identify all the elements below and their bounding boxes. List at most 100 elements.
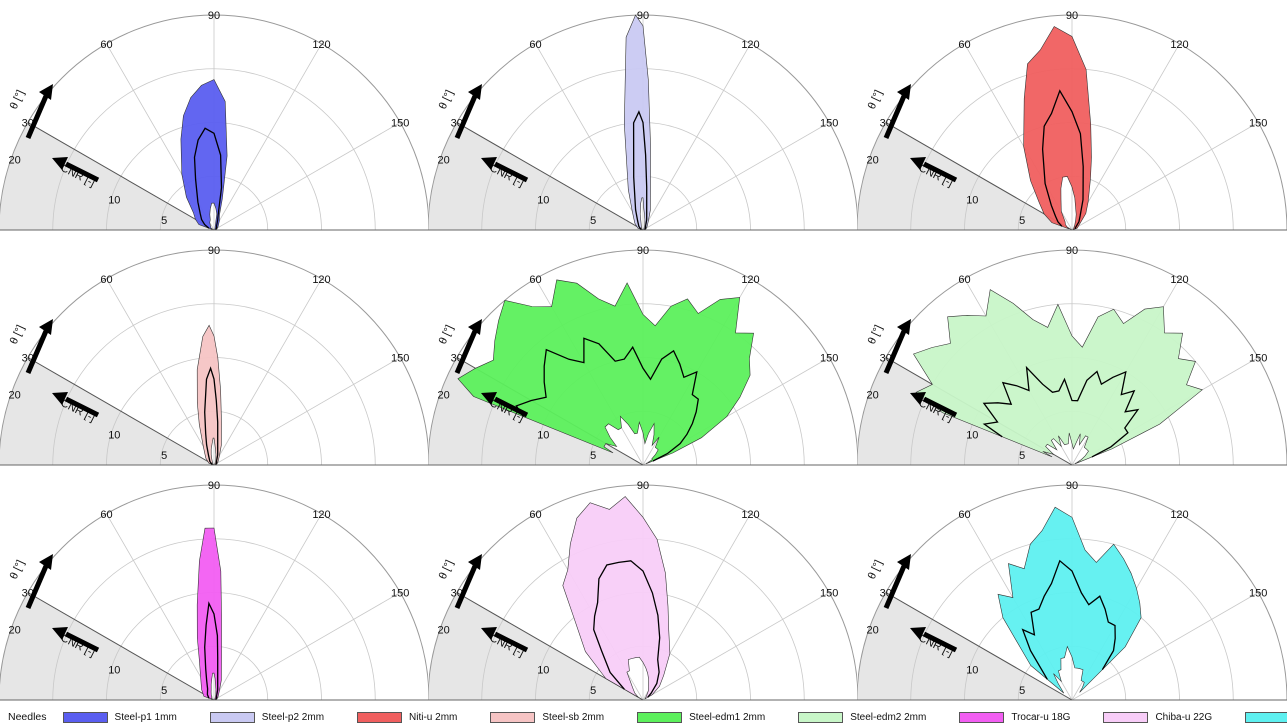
series-median xyxy=(204,601,219,700)
series-band xyxy=(196,324,222,466)
theta-tick-label: 60 xyxy=(958,39,970,51)
axis-30-line xyxy=(27,592,215,701)
theta-axis-label: θ [°] xyxy=(8,88,27,111)
axis-30-line xyxy=(27,357,215,466)
theta-tick-label: 90 xyxy=(1066,480,1078,492)
theta-tick-label: 120 xyxy=(1170,509,1188,521)
legend-label: Steel-edm2 2mm xyxy=(850,711,927,723)
r-tick-label: 10 xyxy=(966,665,978,677)
theta-axis-label: θ [°] xyxy=(437,558,456,581)
r-tick-label: 20 xyxy=(438,624,450,636)
legend-item: Steel-edm1 2mm xyxy=(637,711,766,723)
legend-item: Steel-p1 1mm xyxy=(62,711,177,723)
theta-tick-label: 90 xyxy=(637,245,649,257)
polar-chart: 306090120150051020θ [°]CNR [-] xyxy=(858,480,1287,701)
theta-arrowhead xyxy=(897,319,911,335)
r-arrow xyxy=(64,161,100,183)
theta-tick-label: 120 xyxy=(312,39,330,51)
r-tick-label: 20 xyxy=(438,389,450,401)
grid-radial xyxy=(213,43,322,231)
theta-tick-label: 150 xyxy=(820,588,838,600)
theta-arrowhead xyxy=(897,84,911,100)
r-arrowhead xyxy=(481,392,497,405)
r-arrowhead xyxy=(910,157,926,170)
grid-radial xyxy=(213,357,401,466)
grid-radial xyxy=(535,43,644,231)
r-tick-label: 20 xyxy=(9,389,21,401)
legend-swatch xyxy=(357,711,403,723)
r-arrowhead xyxy=(52,157,68,170)
theta-arrow xyxy=(454,95,478,139)
theta-tick-label: 60 xyxy=(100,39,112,51)
legend-item: Niti-u 2mm xyxy=(357,711,458,723)
r-tick-label: 5 xyxy=(1019,685,1025,697)
theta-tick-label: 60 xyxy=(100,274,112,286)
polar-chart-grid: 306090120150051020θ [°]CNR [-]3060901201… xyxy=(0,0,1287,705)
theta-tick-label: 150 xyxy=(391,118,409,130)
r-arrowhead xyxy=(52,627,68,640)
r-tick-label: 20 xyxy=(867,624,879,636)
grid-radial xyxy=(213,122,401,231)
theta-arrowhead xyxy=(39,84,53,100)
r-tick-label: 10 xyxy=(966,195,978,207)
theta-arrow xyxy=(25,95,49,139)
axis-30-line xyxy=(885,592,1073,701)
series-median xyxy=(1041,89,1084,230)
polar-chart-panel: 306090120150051020θ [°]CNR [-] xyxy=(0,470,429,705)
theta-arrowhead xyxy=(39,554,53,570)
theta-axis-label: θ [°] xyxy=(8,323,27,346)
polar-chart: 306090120150051020θ [°]CNR [-] xyxy=(858,245,1287,466)
r-tick-label: 20 xyxy=(9,154,21,166)
r-arrow xyxy=(493,396,529,418)
r-tick-label: 10 xyxy=(966,430,978,442)
grid-radial xyxy=(642,43,751,231)
r-arrowhead xyxy=(910,627,926,640)
grid-radial xyxy=(1071,122,1259,231)
theta-axis-label: θ [°] xyxy=(866,558,885,581)
grid-radial xyxy=(213,592,401,701)
theta-arrow xyxy=(25,330,49,374)
series-band xyxy=(196,527,222,700)
theta-axis-label: θ [°] xyxy=(437,323,456,346)
legend-label: Steel-sb 2mm xyxy=(542,711,605,723)
r-tick-label: 10 xyxy=(537,665,549,677)
theta-arrowhead xyxy=(39,319,53,335)
theta-arrowhead xyxy=(897,554,911,570)
r-tick-label: 5 xyxy=(1019,215,1025,227)
polar-chart: 306090120150051020θ [°]CNR [-] xyxy=(429,480,858,701)
theta-arrowhead xyxy=(468,319,482,335)
theta-tick-label: 90 xyxy=(208,245,220,257)
series-band xyxy=(1023,26,1092,231)
theta-tick-label: 120 xyxy=(741,39,759,51)
r-tick-label: 5 xyxy=(590,215,596,227)
legend-swatch xyxy=(62,711,108,723)
r-tick-label: 5 xyxy=(161,450,167,462)
shaded-sector xyxy=(0,357,214,465)
grid-radial xyxy=(642,592,830,701)
theta-axis-label: θ [°] xyxy=(437,88,456,111)
legend-label: Steel-p2 2mm xyxy=(261,711,325,723)
theta-tick-label: 120 xyxy=(741,509,759,521)
polar-chart: 306090120150051020θ [°]CNR [-] xyxy=(0,245,429,466)
axis-30-line xyxy=(27,122,215,231)
legend-item: Steel-sb 2mm xyxy=(490,711,605,723)
theta-tick-label: 120 xyxy=(312,509,330,521)
polar-chart-panel: 306090120150051020θ [°]CNR [-] xyxy=(429,235,858,470)
legend-label: Steel-edm1 2mm xyxy=(689,711,766,723)
legend-label: Trocar-u 18G xyxy=(1011,711,1071,723)
series-median xyxy=(204,366,219,465)
theta-tick-label: 90 xyxy=(208,480,220,492)
legend-label: Niti-u 2mm xyxy=(409,711,458,723)
polar-chart: 306090120150051020θ [°]CNR [-] xyxy=(0,480,429,701)
theta-tick-label: 150 xyxy=(391,353,409,365)
r-tick-label: 5 xyxy=(590,685,596,697)
polar-chart-panel: 306090120150051020θ [°]CNR [-] xyxy=(858,0,1287,235)
legend-swatch xyxy=(490,711,536,723)
theta-tick-label: 60 xyxy=(958,509,970,521)
r-tick-label: 20 xyxy=(9,624,21,636)
r-tick-label: 5 xyxy=(161,215,167,227)
series-band xyxy=(562,496,671,700)
polar-chart-panel: 306090120150051020θ [°]CNR [-] xyxy=(429,0,858,235)
polar-chart: 306090120150051020θ [°]CNR [-] xyxy=(858,10,1287,231)
theta-tick-label: 150 xyxy=(1249,118,1267,130)
